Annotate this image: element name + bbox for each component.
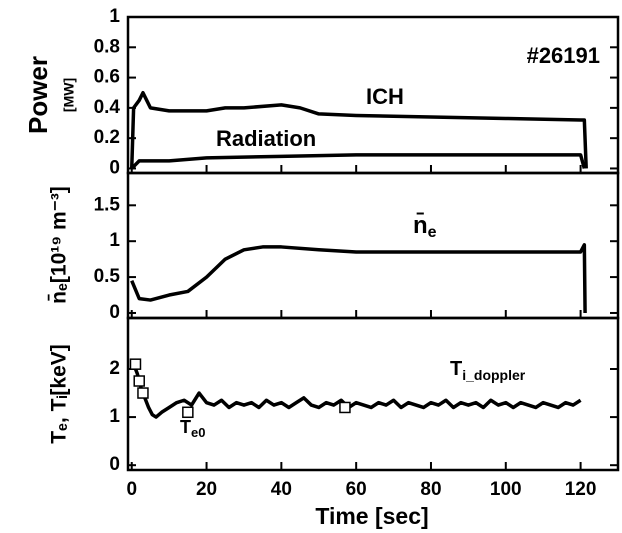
te0-sub: e0 (191, 425, 205, 440)
ich-label: ICH (366, 84, 404, 109)
ne-label: n̄e (413, 212, 437, 241)
y-tick-label: 0 (109, 454, 120, 475)
plot-frame (126, 316, 620, 472)
y-tick-label: 1 (109, 230, 120, 251)
x-axis-label: Time [sec] (315, 503, 428, 529)
x-tick-label: 60 (346, 479, 367, 500)
te0-label: Te0 (180, 417, 205, 441)
x-tick-label: 0 (126, 479, 137, 500)
ne-main: n̄ (413, 212, 428, 239)
te0-marker (129, 358, 142, 370)
y-axis-label: Power (23, 56, 53, 134)
y-tick-label: 0.6 (94, 67, 120, 88)
te0-marker (182, 406, 194, 419)
y-axis-label: n̄ₑ[10¹⁹ m⁻³] (48, 186, 71, 304)
y-tick-label: 0.8 (94, 36, 120, 57)
y-axis-label: Tₑ, Tᵢ[keV] (48, 344, 71, 444)
x-tick-label: 100 (490, 479, 522, 500)
y-tick-label: 0.5 (94, 266, 121, 287)
te0-main: T (180, 417, 191, 437)
y-tick-label: 1 (109, 406, 120, 427)
ti-sub: i_doppler (462, 367, 526, 383)
y-axis-unit: [MW] (61, 78, 77, 112)
ne-sub: e (428, 224, 437, 241)
te0-marker (133, 375, 145, 387)
ti-main: T (450, 358, 462, 380)
ti-label: Ti_doppler (450, 358, 526, 382)
shot-number: #26191 (527, 43, 600, 68)
series-line (130, 243, 587, 313)
y-tick-label: 0.2 (94, 127, 120, 148)
x-tick-label: 80 (420, 479, 441, 500)
y-tick-label: 0.4 (94, 97, 121, 118)
x-tick-label: 20 (196, 479, 217, 500)
te0-marker (339, 401, 351, 414)
y-tick-label: 0 (109, 157, 120, 178)
x-tick-label: 40 (271, 479, 292, 500)
plot-frame (126, 171, 620, 320)
x-tick-label: 120 (565, 479, 597, 500)
y-tick-label: 2 (109, 358, 120, 379)
series-line (129, 90, 588, 169)
y-tick-label: 1.5 (94, 194, 121, 215)
te0-marker (137, 387, 149, 399)
radiation-label: Radiation (216, 126, 316, 151)
y-tick-label: 1 (109, 6, 120, 27)
series-line (130, 153, 587, 170)
y-tick-label: 0 (109, 302, 120, 323)
